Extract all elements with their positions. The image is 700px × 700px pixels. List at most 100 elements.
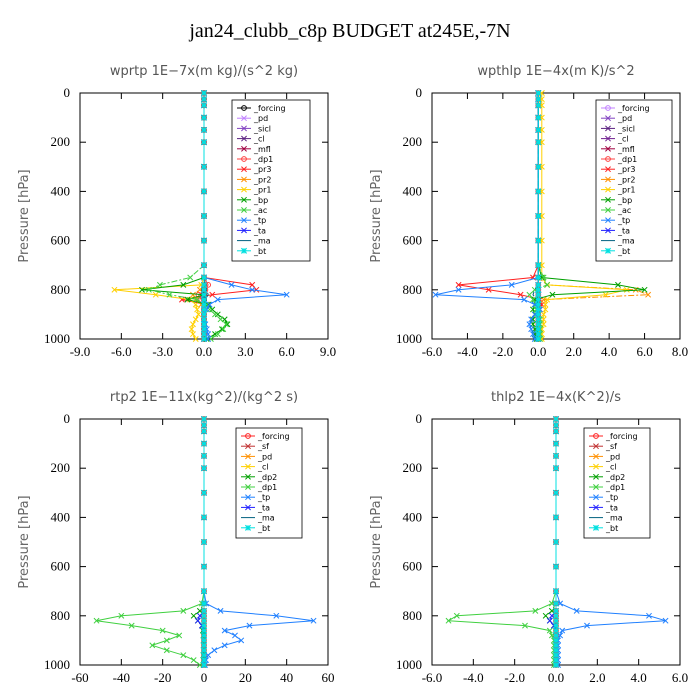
series-bt xyxy=(200,89,208,343)
legend-label: _bt xyxy=(617,247,630,256)
legend-marker xyxy=(605,156,611,162)
data-point xyxy=(535,286,542,293)
legend-label: _pr3 xyxy=(253,165,271,174)
legend-label: _forcing xyxy=(605,432,638,441)
data-point xyxy=(535,163,542,170)
legend-marker xyxy=(241,176,247,183)
x-tick-label: -6.0 xyxy=(111,344,132,359)
data-point xyxy=(200,588,208,595)
data-point xyxy=(200,331,208,338)
data-point xyxy=(552,428,560,435)
data-point xyxy=(535,96,542,103)
data-point xyxy=(453,612,460,619)
data-point xyxy=(200,306,208,313)
data-point xyxy=(526,321,533,328)
y-tick-label: 800 xyxy=(51,282,71,297)
data-point xyxy=(200,632,208,639)
x-tick-label: 60 xyxy=(322,670,335,685)
series-dp1 xyxy=(445,416,559,668)
data-point xyxy=(552,642,560,649)
data-point xyxy=(535,237,542,244)
series-bp xyxy=(139,90,231,342)
data-point xyxy=(249,286,256,293)
legend-label: _ma xyxy=(617,237,635,246)
x-tick-label: 4.0 xyxy=(631,670,647,685)
legend-label: _cl xyxy=(253,135,265,144)
data-point xyxy=(535,281,542,288)
data-point xyxy=(190,657,197,664)
data-point xyxy=(163,637,170,644)
legend-label: _sicl xyxy=(617,124,635,133)
y-axis-label: Pressure [hPa] xyxy=(17,495,32,588)
legend-marker xyxy=(241,217,247,224)
data-point xyxy=(152,291,159,298)
chart-title: rtp2 1E−11x(kg^2)/(kg^2 s) xyxy=(110,390,298,405)
x-tick-label: 6.0 xyxy=(279,344,295,359)
legend-label: _pr3 xyxy=(617,165,635,174)
data-point xyxy=(145,286,152,293)
data-point xyxy=(273,612,280,619)
data-point xyxy=(615,281,621,288)
legend-marker xyxy=(241,186,247,193)
data-point xyxy=(200,652,208,659)
data-point xyxy=(206,301,213,308)
data-point xyxy=(522,622,528,629)
data-point xyxy=(93,617,100,624)
legend-marker xyxy=(245,473,251,480)
data-point xyxy=(542,306,549,313)
data-point xyxy=(552,627,560,634)
y-tick-label: 600 xyxy=(51,559,71,574)
legend-marker xyxy=(605,125,611,132)
legend: _forcing_pd_sicl_cl_mfl_dp1_pr3_pr2_pr1_… xyxy=(231,99,311,262)
legend-marker xyxy=(593,443,599,450)
x-tick-label: -6.0 xyxy=(422,670,443,685)
data-point xyxy=(528,316,535,323)
data-point xyxy=(485,286,492,293)
series-line xyxy=(192,419,205,666)
data-point xyxy=(517,291,524,298)
x-tick-label: -60 xyxy=(71,670,88,685)
series-pr1 xyxy=(111,90,207,342)
legend-marker xyxy=(593,463,599,470)
data-point xyxy=(552,538,560,546)
legend-label: _tp xyxy=(617,216,630,225)
series-line xyxy=(435,93,541,340)
legend-label: _bp xyxy=(253,196,268,205)
legend-marker xyxy=(241,166,247,173)
data-point xyxy=(535,126,542,133)
data-point xyxy=(194,617,201,624)
data-point xyxy=(544,281,551,288)
y-tick-label: 400 xyxy=(403,183,423,198)
legend-label: _pr2 xyxy=(617,175,635,184)
legend-marker xyxy=(245,494,251,501)
legend-marker xyxy=(605,207,611,213)
data-point xyxy=(544,296,551,303)
legend-marker xyxy=(241,207,247,213)
legend-marker xyxy=(605,176,611,183)
data-point xyxy=(200,647,208,654)
data-point xyxy=(542,612,549,619)
data-point xyxy=(552,661,560,669)
legend-marker xyxy=(605,105,611,111)
x-tick-label: -3.0 xyxy=(152,344,173,359)
data-point xyxy=(200,637,208,644)
data-point xyxy=(455,281,462,288)
data-point xyxy=(149,642,156,649)
legend-marker xyxy=(604,247,612,254)
data-point xyxy=(573,607,580,614)
data-point xyxy=(200,607,208,614)
legend-marker xyxy=(241,227,247,234)
data-point xyxy=(535,188,542,195)
data-point xyxy=(188,326,195,333)
x-tick-label: 2.0 xyxy=(589,670,605,685)
x-tick-label: 6.0 xyxy=(636,344,652,359)
data-point xyxy=(535,296,542,303)
data-point xyxy=(214,311,221,318)
data-point xyxy=(283,291,290,298)
legend-marker xyxy=(245,463,251,470)
legend-label: _pr2 xyxy=(253,175,271,184)
legend-label: _sicl xyxy=(253,124,271,133)
y-axis-label: Pressure [hPa] xyxy=(17,169,32,262)
data-point xyxy=(246,622,253,629)
